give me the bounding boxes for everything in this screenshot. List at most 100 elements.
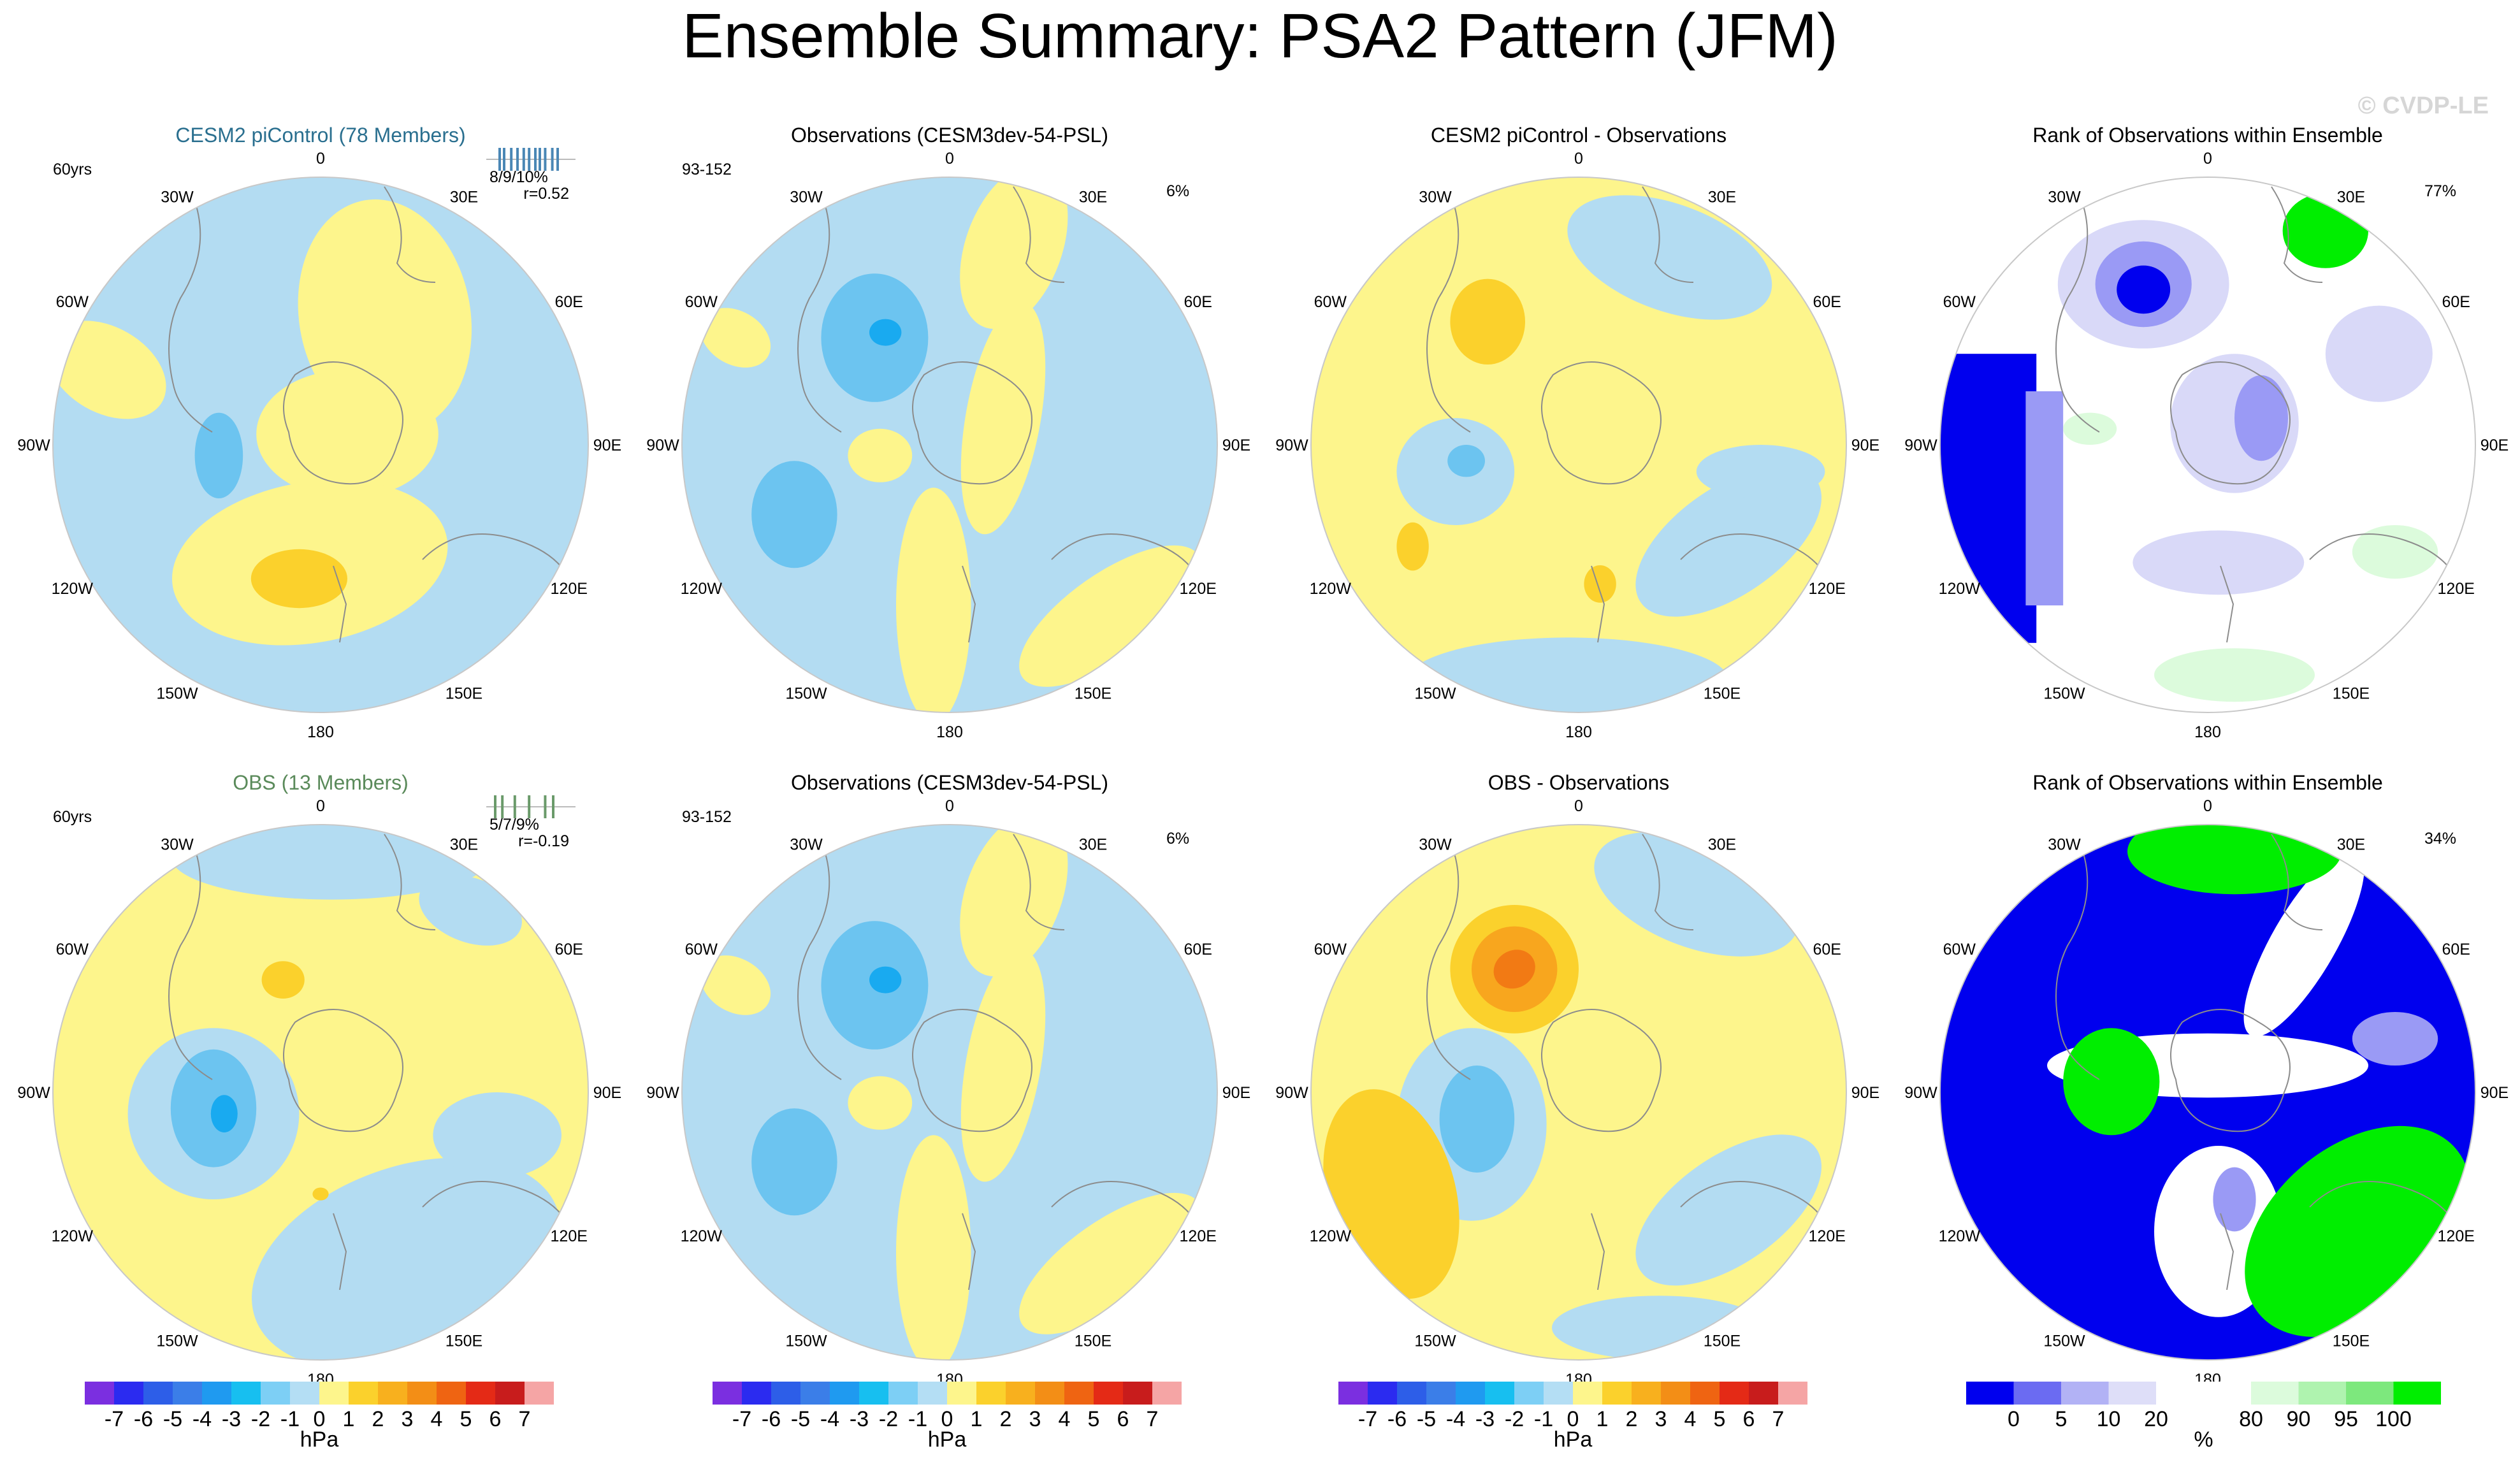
south-america-coastline <box>797 843 842 1080</box>
colorbar-swatch <box>2013 1382 2061 1405</box>
lon-label: 90E <box>1851 1084 1879 1102</box>
lon-label: 0 <box>316 150 325 168</box>
lon-label: 90W <box>1904 437 1937 454</box>
lon-label: 120W <box>52 580 94 598</box>
colorbar-swatch <box>976 1382 1006 1405</box>
lon-label: 90W <box>17 437 50 454</box>
panel-title: Rank of Observations within Ensemble <box>2032 771 2383 794</box>
colorbar-tick-label: 7 <box>519 1407 531 1431</box>
contour-region <box>194 412 243 498</box>
colorbar-tick-label: -7 <box>732 1407 751 1431</box>
contour-region <box>1635 465 1822 617</box>
contour-region <box>1567 195 1772 320</box>
colorbar-swatch <box>2061 1382 2109 1405</box>
south-america-coastline <box>168 843 213 1080</box>
period-label: 93-152 <box>682 808 732 826</box>
contour-region <box>1447 445 1486 477</box>
colorbar-swatch <box>1035 1382 1064 1405</box>
colorbar-unit: % <box>2194 1427 2213 1452</box>
australia-coastline <box>1051 533 1199 579</box>
lon-label: 60E <box>2442 941 2470 958</box>
lon-label: 60E <box>1813 293 1841 311</box>
colorbar-swatch <box>2156 1382 2204 1405</box>
colorbar-swatch <box>2393 1382 2441 1405</box>
colorbar-swatch <box>1661 1382 1690 1405</box>
south-america-coastline <box>1426 196 1471 433</box>
colorbar-tick-label: 6 <box>489 1407 502 1431</box>
lon-label: 90W <box>646 437 679 454</box>
colorbar-tick-label: -3 <box>1475 1407 1495 1431</box>
colorbar-swatch <box>1749 1382 1778 1405</box>
map-panel-p4: 0 30E 60E 90E 120E 150E 180 150W 120W 90W 60W 30W Ra… <box>1904 124 2509 741</box>
contour-region <box>2352 1012 2438 1066</box>
colorbar-tick-label: 0 <box>314 1407 326 1431</box>
antarctica-coastline <box>1541 1009 1662 1132</box>
lon-label: 90E <box>593 1084 621 1102</box>
percent-label: 6% <box>1166 830 1189 848</box>
map-boundary <box>1310 824 1847 1361</box>
contour-region <box>751 1108 837 1216</box>
contour-region <box>2234 375 2288 461</box>
colorbar-swatch <box>830 1382 859 1405</box>
australia-coastline <box>2309 1181 2457 1227</box>
contour-region <box>1552 1296 1766 1360</box>
lon-label: 30W <box>2048 835 2081 853</box>
lon-label: 120E <box>551 1227 588 1245</box>
map-panel-p3: 0 30E 60E 90E 120E 150E 180 150W 120W 90W 60W 30W CE… <box>1275 124 1879 741</box>
lon-label: 120E <box>1180 1227 1217 1245</box>
colorbar-swatch <box>918 1382 947 1405</box>
colorbar-tick-label: 2 <box>1626 1407 1638 1431</box>
map-field <box>682 177 1217 712</box>
lon-label: 30E <box>1708 188 1736 206</box>
colorbar-swatch <box>859 1382 888 1405</box>
lon-label: 90W <box>1275 437 1308 454</box>
colorbar-tick-label: 90 <box>2287 1407 2311 1431</box>
colorbar-tick-label: 5 <box>2055 1407 2067 1431</box>
lon-label: 150E <box>1704 685 1741 703</box>
map-field <box>1940 177 2475 712</box>
africa-coastline <box>2271 186 2323 283</box>
panel-title: CESM2 piControl - Observations <box>1431 124 1727 147</box>
new-zealand-coastline <box>962 1213 976 1290</box>
colorbar-swatch <box>1456 1382 1485 1405</box>
lon-label: 150W <box>785 1333 827 1350</box>
south-america-coastline <box>2055 843 2100 1080</box>
colorbar-swatch <box>378 1382 407 1405</box>
map-boundary <box>1939 177 2476 713</box>
south-america-coastline <box>2055 196 2100 433</box>
new-zealand-coastline <box>1591 565 1605 643</box>
lon-label: 120W <box>681 1227 723 1245</box>
colorbar-tick-label: 1 <box>1597 1407 1609 1431</box>
fraction-label: 5/7/9% <box>489 816 539 834</box>
lon-label: 0 <box>945 797 954 815</box>
panel-title: Observations (CESM3dev-54-PSL) <box>791 771 1108 794</box>
colorbar-tick-label: -4 <box>820 1407 839 1431</box>
australia-coastline <box>1051 1181 1199 1227</box>
lon-label: 90E <box>593 437 621 454</box>
contour-region <box>848 1076 913 1130</box>
colorbar-tick-label: -6 <box>762 1407 781 1431</box>
contour-region <box>960 301 1046 535</box>
colorbar-swatch <box>742 1382 771 1405</box>
rank-region <box>1940 354 2037 643</box>
colorbar-tick-label: 4 <box>431 1407 443 1431</box>
lon-label: 60E <box>1184 941 1212 958</box>
lon-label: 60W <box>685 941 718 958</box>
colorbar-swatch <box>202 1382 231 1405</box>
africa-coastline <box>1013 186 1065 283</box>
ensemble-spread-bar <box>486 148 576 171</box>
lon-label: 120E <box>1180 580 1217 598</box>
colorbar-swatch <box>1544 1382 1573 1405</box>
lon-label: 60W <box>1314 293 1347 311</box>
lon-label: 60W <box>56 293 89 311</box>
colorbar-swatch <box>2251 1382 2299 1405</box>
contour-region <box>53 321 166 419</box>
map-boundary <box>1939 824 2476 1361</box>
colorbar-swatch <box>1123 1382 1152 1405</box>
lon-label: 60E <box>2442 293 2470 311</box>
map-boundary <box>52 177 589 713</box>
antarctica-coastline <box>2170 361 2291 485</box>
new-zealand-coastline <box>333 565 347 643</box>
lon-label: 120W <box>1310 580 1352 598</box>
